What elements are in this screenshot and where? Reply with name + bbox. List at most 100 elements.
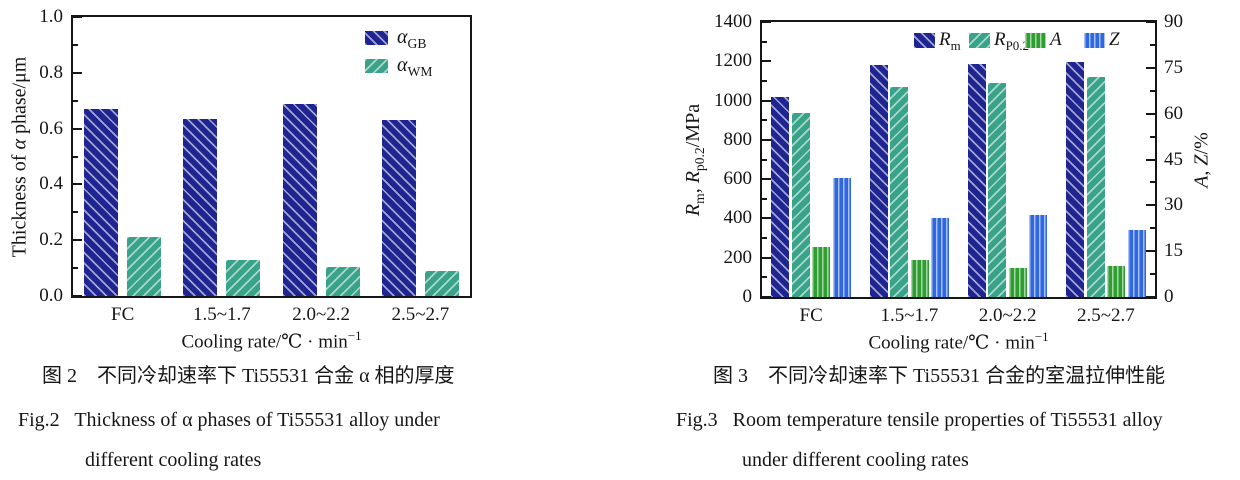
x-axis-category-label: 2.0~2.2 [292,304,351,325]
x-axis-category-label: FC [799,305,823,326]
y-axis-major-tick [73,71,82,74]
legend-label-Z: Z [1109,28,1120,50]
bar-alpha-WM-FC [127,237,162,296]
right-y-axis-minor-tick [1150,227,1155,230]
right-y-axis-major-tick [1146,158,1155,161]
figure2-caption-en-line2: different cooling rates [85,449,262,471]
right-y-axis-major-tick [1146,296,1155,298]
bar-Rm-2.0~2.2 [967,64,986,297]
legend-label-Rm: Rm [939,28,961,53]
y-axis-tick-label: 0 [742,286,753,307]
right-y-axis-minor-tick [1150,43,1155,46]
bar-Rp0.2-1.5~1.7 [890,86,909,297]
bar-Z-1.5~1.7 [931,217,950,297]
right-y-axis-tick-label: 15 [1164,240,1183,262]
y-axis-title: Rm, Rp0.2/MPa [682,103,707,216]
y-axis-major-tick [73,239,82,242]
y-axis-major-tick [762,178,771,181]
y-axis-major-tick [762,256,771,259]
bar-alpha-WM-2.0~2.2 [325,266,360,296]
x-axis-category-label: 2.5~2.7 [391,304,450,325]
y-axis-tick-label: 600 [723,168,753,190]
bar-Rp0.2-2.0~2.2 [988,82,1007,297]
legend-label-alpha-GB: αGB [397,26,427,51]
right-y-axis-tick-label: 75 [1164,56,1183,78]
y-axis-tick-label: 400 [723,207,753,229]
right-y-axis-major-tick [1146,204,1155,207]
bar-Rp0.2-FC [791,113,810,297]
legend-label-Rp0.2: RP0.2 [994,28,1029,53]
y-axis-title: Thickness of α phase/μm [8,56,31,257]
bar-alpha-WM-2.5~2.7 [424,270,459,296]
y-axis-major-tick [73,183,82,186]
tensile-properties-bar-chart: Rm RP0.2 A Z 0 200 400 600 800 1000 1200 1400 0 15 30 4… [620,0,1240,360]
y-axis-minor-tick [73,43,78,46]
right-y-axis-tick-label: 0 [1164,286,1174,307]
plot-area: Rm RP0.2 A Z [760,20,1157,299]
y-axis-tick-label: 1000 [714,89,752,111]
right-y-axis-minor-tick [1150,273,1155,276]
legend-label-alpha-WM: αWM [397,54,433,79]
y-axis-minor-tick [73,211,78,214]
bar-Rp0.2-2.5~2.7 [1086,77,1105,297]
y-axis-minor-tick [762,197,767,200]
x-axis-category-label: 1.5~1.7 [192,304,251,325]
y-axis-tick-label: 200 [723,246,753,268]
figure3-caption-en-line1: Fig.3 Room temperature tensile propertie… [676,409,1163,431]
y-axis-minor-tick [762,79,767,82]
y-axis-tick-label: 0.0 [39,285,63,306]
figure-3: Rm RP0.2 A Z 0 200 400 600 800 1000 1200 1400 0 15 30 4… [620,0,1240,480]
y-axis-tick-label: 1.0 [39,6,63,27]
y-axis-minor-tick [73,267,78,270]
figure3-caption-en-line2: under different cooling rates [742,449,969,471]
x-axis-category-label: FC [111,304,135,325]
right-y-axis-major-tick [1146,112,1155,115]
y-axis-tick-label: 0.4 [39,173,63,195]
bar-Z-FC [832,177,851,297]
bar-Rm-FC [771,96,790,297]
bar-alpha-WM-1.5~1.7 [226,259,261,296]
plot-area: αGB αWM [71,15,472,298]
y-axis-major-tick [762,99,771,102]
y-axis-major-tick [73,295,82,297]
right-y-axis-tick-label: 30 [1164,194,1183,216]
right-y-axis-minor-tick [1150,181,1155,184]
x-axis-category-label: 1.5~1.7 [880,305,939,326]
y-axis-minor-tick [762,237,767,240]
y-axis-tick-label: 1400 [714,11,752,32]
x-axis-title: Cooling rate/℃ · min−1 [868,329,1049,354]
bar-Z-2.5~2.7 [1127,229,1146,297]
bar-alpha-GB-1.5~1.7 [183,118,218,296]
legend-swatch-Z [1084,33,1105,48]
bar-alpha-GB-2.0~2.2 [282,103,317,296]
y-axis-major-tick [762,138,771,141]
y-axis-major-tick [762,296,771,298]
y-axis-minor-tick [762,158,767,161]
y-axis-minor-tick [73,155,78,158]
legend-swatch-A [1025,33,1046,48]
legend-swatch-alpha-GB [365,31,388,45]
y-axis-tick-label: 1200 [714,50,752,72]
figure-2: αGB αWM 0.0 0.2 0.4 0.6 0.8 1.0 FC 1.5~1.7 2.0~2.2… [8,6,472,471]
right-y-axis-minor-tick [1150,89,1155,92]
y-axis-minor-tick [762,40,767,43]
bar-alpha-GB-2.5~2.7 [381,120,416,296]
bar-A-2.5~2.7 [1107,266,1126,297]
bar-Rm-2.5~2.7 [1066,62,1085,297]
right-y-axis-major-tick [1146,21,1155,23]
figure2-caption-zh: 图 2 不同冷却速率下 Ti55531 合金 α 相的厚度 [42,365,455,387]
bar-A-FC [812,246,831,297]
bar-Z-2.0~2.2 [1029,214,1048,297]
y-axis-tick-label: 0.2 [39,229,63,251]
right-y-axis-tick-label: 60 [1164,102,1183,124]
legend-label-A: A [1050,28,1062,50]
x-axis-category-label: 2.0~2.2 [978,305,1037,326]
y-axis-tick-label: 0.8 [39,61,63,83]
legend-swatch-Rp0.2 [969,33,990,48]
right-y-axis-minor-tick [1150,135,1155,138]
bar-Rm-1.5~1.7 [869,65,888,297]
right-y-axis-major-tick [1146,66,1155,69]
y-axis-tick-label: 0.6 [39,117,63,139]
y-axis-major-tick [73,16,82,18]
